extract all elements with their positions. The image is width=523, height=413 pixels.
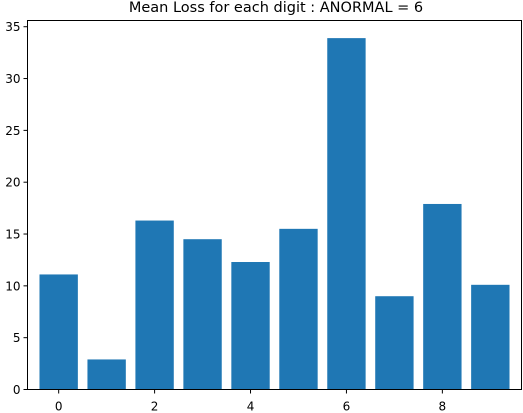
bar-digit-6	[327, 38, 366, 390]
y-tick-label: 10	[5, 279, 20, 293]
x-tick-label: 0	[55, 400, 63, 413]
bar-digit-8	[423, 203, 462, 390]
y-tick-label: 35	[5, 20, 20, 34]
x-tick-label: 2	[151, 400, 159, 413]
bar-digit-0	[39, 274, 78, 390]
x-tick-label: 6	[343, 400, 351, 413]
x-tick-label: 8	[439, 400, 447, 413]
bars-layer	[39, 38, 510, 390]
bar-digit-9	[471, 284, 510, 390]
bar-digit-7	[375, 296, 414, 390]
bar-digit-2	[135, 220, 174, 390]
y-tick-label: 30	[5, 72, 20, 86]
bar-digit-3	[183, 239, 222, 390]
plot-frame	[27, 20, 522, 390]
x-axis: 0 2 4 6 8	[55, 389, 447, 413]
y-axis: 0 5 10 15 20 25 30 35	[5, 20, 28, 397]
bar-digit-5	[279, 228, 318, 390]
y-tick-label: 20	[5, 176, 20, 190]
x-tick-label: 4	[247, 400, 255, 413]
y-tick-label: 15	[5, 228, 20, 242]
y-tick-label: 5	[13, 331, 21, 345]
y-tick-label: 0	[13, 383, 21, 397]
bar-digit-1	[87, 359, 126, 390]
chart-title: Mean Loss for each digit : ANORMAL = 6	[129, 0, 423, 16]
y-tick-label: 25	[5, 124, 20, 138]
bar-digit-4	[231, 262, 270, 390]
